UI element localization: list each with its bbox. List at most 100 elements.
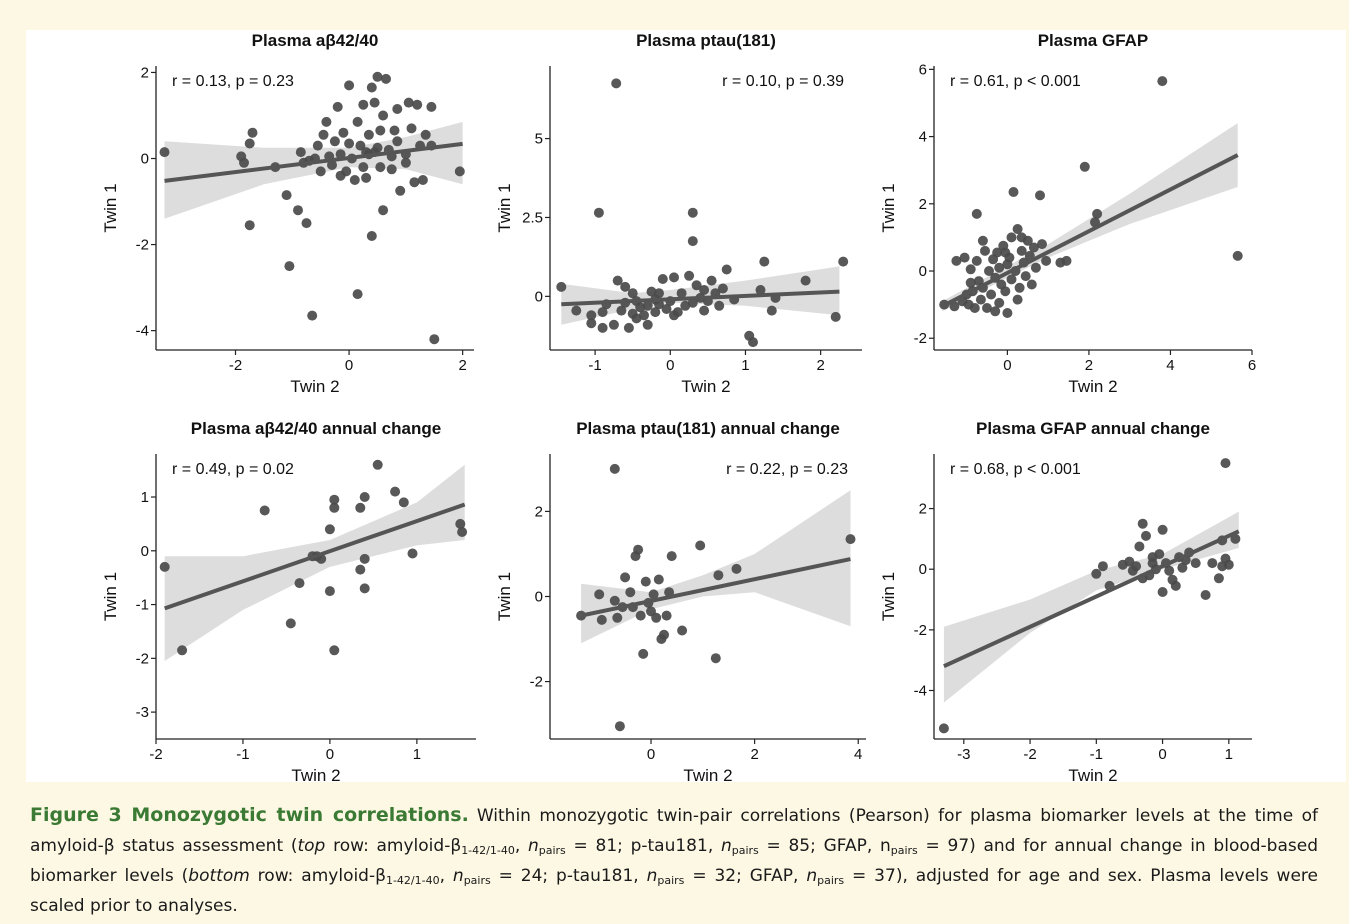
x-axis-label: Twin 2 (683, 766, 732, 782)
scatter-plot-6: Plasma GFAP annual change -3 -2 -1 0 1 2 0 -2 -4 T… (879, 419, 1252, 782)
data-point (344, 80, 355, 91)
x-axis-label: Twin 2 (291, 766, 340, 782)
data-point (327, 160, 337, 170)
caption-n: n (646, 866, 658, 886)
data-point (395, 185, 406, 196)
data-point (713, 570, 724, 581)
y-tick-label: 6 (919, 61, 927, 78)
data-point (651, 612, 662, 623)
data-point (375, 125, 386, 136)
data-point (640, 576, 651, 587)
data-point (699, 305, 710, 316)
data-point (676, 288, 687, 299)
data-point (344, 138, 355, 149)
y-axis-label: Twin 1 (495, 183, 514, 232)
x-tick-label: -1 (1090, 746, 1103, 763)
data-point (294, 578, 305, 589)
x-tick-label: 1 (413, 746, 421, 763)
data-point (755, 285, 766, 295)
data-point (455, 518, 466, 529)
data-point (1154, 549, 1165, 560)
data-point (335, 149, 346, 160)
y-tick-label: 2 (919, 196, 927, 213)
data-point (669, 272, 679, 283)
caption-text: = 24; p-tau181, (490, 866, 647, 886)
data-point (372, 142, 383, 153)
data-point (1028, 242, 1039, 253)
x-tick-label: 0 (647, 746, 655, 763)
chart-title: Plasma aβ42/40 (252, 31, 379, 50)
data-point (355, 564, 366, 575)
data-point (329, 645, 340, 656)
data-point (390, 486, 401, 497)
data-point (1026, 279, 1037, 290)
x-tick-label: 0 (1003, 357, 1011, 374)
caption-text: = 85; GFAP, n (758, 836, 891, 856)
caption-sub: pairs (538, 844, 566, 857)
caption-top: top (297, 836, 326, 856)
caption-sub: 1-42/1-40 (461, 844, 515, 857)
data-point (556, 281, 567, 292)
x-tick-label: 2 (1085, 357, 1093, 374)
data-point (1006, 232, 1017, 243)
data-point (312, 140, 323, 151)
confidence-band (164, 121, 463, 219)
data-point (1008, 187, 1019, 197)
data-point (1164, 565, 1175, 576)
data-point (977, 235, 988, 246)
data-point (426, 101, 437, 112)
x-tick-label: -1 (588, 357, 601, 374)
scatter-plot-3: Plasma GFAP 0 2 4 6 6 4 2 0 -2 Twin 2 Twin 1 r = 0.6… (879, 31, 1256, 396)
y-tick-label: 0 (141, 543, 149, 560)
regression-line (943, 529, 1240, 669)
data-point (454, 166, 465, 177)
stat-annotation: r = 0.10, p = 0.39 (722, 73, 844, 90)
data-point (1000, 247, 1011, 258)
data-point (244, 220, 255, 231)
data-point (992, 247, 1003, 258)
data-point (420, 129, 431, 140)
data-point (596, 614, 607, 625)
data-point (680, 300, 691, 311)
data-point (975, 294, 986, 305)
data-point (1097, 561, 1108, 572)
data-point (642, 319, 653, 330)
data-point (177, 645, 188, 656)
data-point (612, 275, 623, 286)
data-point (386, 164, 397, 175)
data-point (1016, 245, 1027, 256)
data-point (965, 264, 976, 275)
data-point (657, 274, 668, 284)
data-point (654, 288, 664, 299)
data-point (731, 563, 742, 574)
data-point (687, 236, 698, 247)
data-point (638, 648, 649, 659)
data-point (1232, 250, 1243, 261)
y-tick-label: 0 (919, 561, 927, 578)
caption-n: n (452, 866, 464, 886)
x-axis-label: Twin 2 (1068, 766, 1117, 782)
caption-sub: 1-42/1-40 (385, 874, 440, 887)
data-point (614, 721, 625, 732)
x-tick-label: -2 (149, 746, 162, 763)
y-tick-label: -3 (136, 704, 149, 721)
data-point (1092, 208, 1103, 219)
data-point (625, 587, 636, 598)
data-point (1134, 541, 1145, 552)
data-point (329, 136, 340, 147)
y-axis-label: Twin 1 (879, 183, 898, 232)
data-point (1157, 524, 1168, 535)
data-point (1000, 286, 1011, 297)
data-point (329, 494, 340, 505)
data-point (994, 297, 1005, 308)
caption-sub: pairs (890, 844, 918, 857)
data-point (358, 162, 369, 173)
data-point (329, 502, 340, 513)
stat-annotation: r = 0.13, p = 0.23 (172, 73, 294, 90)
y-axis-label: Twin 1 (495, 572, 514, 621)
data-point (398, 497, 409, 508)
x-tick-label: 0 (345, 357, 353, 374)
x-tick-label: 0 (1158, 746, 1166, 763)
caption-bottom: bottom (188, 866, 250, 886)
data-point (1127, 565, 1138, 576)
